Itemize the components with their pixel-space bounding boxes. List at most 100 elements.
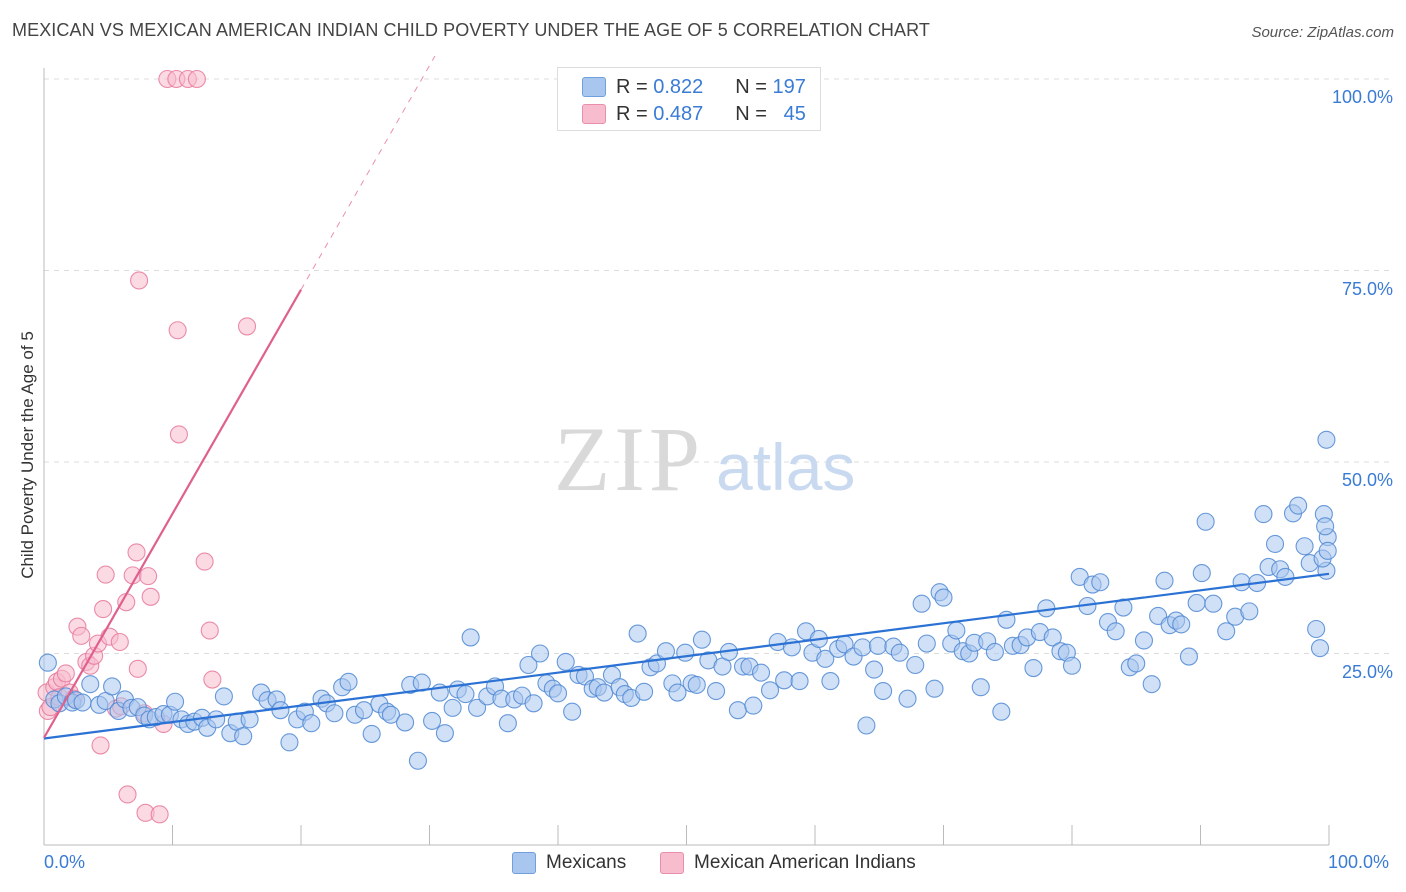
mai-point [237, 317, 257, 336]
mexican-point [1106, 622, 1125, 641]
mexican-point [563, 702, 582, 721]
mexican-point [1142, 675, 1161, 694]
mai-point [200, 621, 219, 640]
legend-item-mexican-american-indians[interactable]: Mexican American Indians [660, 852, 916, 874]
mexican-point [947, 621, 966, 640]
legend-r-value: 0.487 [653, 102, 704, 125]
mai-point [110, 632, 129, 652]
mai-point [94, 600, 113, 619]
y-axis-label: Child Poverty Under the Age of 5 [18, 331, 37, 579]
legend-r-label: R = [616, 75, 648, 98]
mexican-point [906, 655, 925, 675]
mexican-point [556, 652, 575, 671]
mexican-point [240, 710, 259, 729]
legend-n-label: N = [735, 75, 767, 98]
mexican-point [1232, 573, 1251, 592]
mai-point [91, 736, 110, 755]
mexican-point [775, 671, 794, 690]
mexican-point [853, 638, 872, 657]
mai-point [127, 543, 146, 562]
mai-point [195, 552, 214, 571]
mexican-point [362, 724, 381, 743]
mexican-point [707, 681, 726, 701]
x-tick-label-min: 0.0% [44, 852, 86, 872]
mexican-point [548, 684, 568, 703]
mexican-point [396, 713, 415, 732]
mexican-point [1091, 573, 1110, 592]
mexican-point [635, 682, 654, 701]
mai-point [130, 271, 149, 290]
chart-title: MEXICAN VS MEXICAN AMERICAN INDIAN CHILD… [12, 20, 931, 40]
mai-point [141, 587, 160, 606]
mexican-point [917, 634, 936, 653]
watermark-zip: ZIP [554, 408, 704, 510]
mexican-point [1179, 647, 1198, 666]
mexican-point [1043, 628, 1062, 647]
watermark: ZIP atlas [554, 408, 855, 510]
mexican-point [435, 724, 454, 743]
source-label: Source: ZipAtlas.com [1251, 24, 1394, 41]
legend-swatch-blue [582, 77, 606, 97]
y-tick-label: 25.0% [1341, 661, 1393, 682]
mexican-point [1318, 541, 1337, 560]
mexican-point [1024, 659, 1043, 678]
mexican-point [1316, 517, 1335, 536]
mexican-point [408, 751, 427, 770]
mexican-point [381, 705, 401, 724]
x-tick-label-max: 100.0% [1328, 852, 1390, 872]
legend-n-value: 197 [772, 75, 806, 98]
mexican-point [816, 649, 835, 668]
mai-trend-line [43, 289, 302, 739]
mexican-point [1127, 654, 1146, 673]
mexican-point [1240, 602, 1259, 621]
mexican-point [1217, 622, 1236, 641]
mexican-point [934, 588, 953, 607]
correlation-legend: R = 0.822 N = 197 R = 0.487 N = 45 [557, 67, 821, 131]
legend-item-mexicans[interactable]: Mexicans [512, 852, 626, 874]
mexican-point [38, 653, 57, 672]
mexican-point [1254, 505, 1273, 524]
mexican-point [271, 701, 290, 720]
legend-r-value: 0.822 [653, 75, 704, 98]
mexican-point [339, 672, 358, 691]
legend-label: Mexicans [546, 852, 627, 873]
mai-trend-extension [300, 55, 436, 290]
mexican-point [325, 704, 344, 723]
mexican-point [1062, 656, 1082, 675]
mexican-point [790, 672, 809, 691]
mexican-point [628, 624, 647, 643]
mexican-point [760, 681, 780, 700]
mexican-point [207, 710, 226, 729]
mexican-point [992, 702, 1011, 721]
mexican-point [751, 663, 771, 682]
mexican-point [467, 698, 487, 717]
mexican-point [857, 716, 876, 735]
mexican-point [1307, 619, 1326, 639]
mexican-point [456, 685, 475, 704]
mexican-point [890, 643, 909, 662]
legend-n-label: N = [735, 102, 767, 125]
mexican-point [234, 727, 253, 746]
mai-point [203, 670, 222, 689]
mexicans-trend-line [43, 572, 1330, 740]
mexican-point [443, 698, 462, 717]
mexican-point [971, 678, 990, 697]
legend-r-label: R = [616, 102, 648, 125]
mexican-point [925, 679, 944, 698]
mai-point [187, 69, 206, 89]
mexican-point [1114, 598, 1133, 617]
mexican-point [81, 675, 100, 694]
mexican-point [985, 642, 1004, 662]
mexican-point [280, 733, 299, 752]
mexican-point [874, 681, 893, 701]
mai-point [128, 659, 147, 678]
legend-n-value: 45 [783, 102, 806, 125]
legend-row-mexican-american-indians: R = 0.487 N = 45 [582, 103, 806, 125]
mexican-point [461, 628, 480, 647]
mexican-point [498, 714, 517, 733]
mai-point [168, 321, 187, 340]
watermark-atlas: atlas [716, 430, 855, 504]
mexican-point [865, 660, 884, 679]
mexican-point [524, 694, 543, 713]
